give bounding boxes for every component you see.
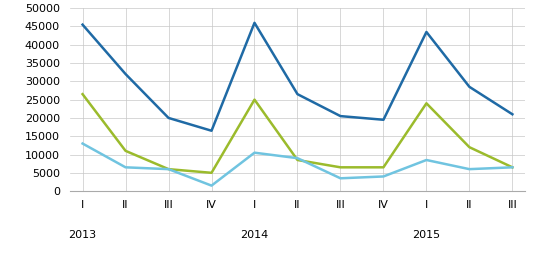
På viss tid bbox=[251, 98, 258, 101]
På viss tid bbox=[122, 149, 129, 153]
Lediga arbetsplatser bbox=[79, 23, 86, 26]
Lediga arbetsplatser bbox=[294, 93, 301, 96]
Lediga arbetsplatser bbox=[337, 114, 344, 118]
På viss tid bbox=[79, 93, 86, 96]
På deltid bbox=[466, 168, 473, 171]
På deltid bbox=[423, 158, 430, 162]
Lediga arbetsplatser bbox=[251, 21, 258, 25]
Lediga arbetsplatser bbox=[380, 118, 386, 121]
På deltid bbox=[337, 177, 344, 180]
På viss tid bbox=[423, 102, 430, 105]
På viss tid bbox=[294, 158, 301, 162]
På viss tid bbox=[466, 146, 473, 149]
På deltid bbox=[209, 184, 215, 187]
På deltid bbox=[79, 142, 86, 145]
Text: 2014: 2014 bbox=[240, 230, 269, 240]
Lediga arbetsplatser bbox=[165, 116, 172, 120]
På viss tid bbox=[380, 166, 386, 169]
Lediga arbetsplatser bbox=[209, 129, 215, 132]
På deltid bbox=[294, 156, 301, 160]
Line: På deltid: På deltid bbox=[83, 144, 512, 186]
På deltid bbox=[380, 175, 386, 178]
På viss tid bbox=[165, 168, 172, 171]
Lediga arbetsplatser bbox=[423, 30, 430, 34]
Line: Lediga arbetsplatser: Lediga arbetsplatser bbox=[83, 23, 512, 131]
Text: 2013: 2013 bbox=[69, 230, 96, 240]
Lediga arbetsplatser bbox=[509, 113, 516, 116]
På viss tid bbox=[337, 166, 344, 169]
På viss tid bbox=[509, 166, 516, 169]
På viss tid bbox=[209, 171, 215, 174]
På deltid bbox=[122, 166, 129, 169]
På deltid bbox=[165, 168, 172, 171]
På deltid bbox=[509, 166, 516, 169]
Lediga arbetsplatser bbox=[122, 72, 129, 76]
På deltid bbox=[251, 151, 258, 154]
Lediga arbetsplatser bbox=[466, 85, 473, 88]
Line: På viss tid: På viss tid bbox=[83, 94, 512, 173]
Text: 2015: 2015 bbox=[412, 230, 441, 240]
